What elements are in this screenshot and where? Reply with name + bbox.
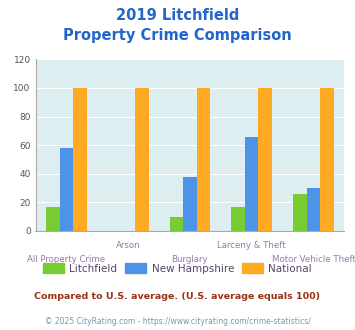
Bar [231,207,245,231]
Text: Property Crime Comparison: Property Crime Comparison [63,28,292,43]
Bar [170,217,183,231]
Text: Larceny & Theft: Larceny & Theft [217,241,286,250]
Bar [197,88,210,231]
Bar [46,207,60,231]
Text: Arson: Arson [116,241,141,250]
Bar [320,88,334,231]
Bar [183,177,197,231]
Text: © 2025 CityRating.com - https://www.cityrating.com/crime-statistics/: © 2025 CityRating.com - https://www.city… [45,317,310,326]
Text: Burglary: Burglary [171,255,208,264]
Text: 2019 Litchfield: 2019 Litchfield [116,8,239,23]
Bar [60,148,73,231]
Legend: Litchfield, New Hampshire, National: Litchfield, New Hampshire, National [39,259,316,278]
Bar [307,188,320,231]
Bar [293,194,307,231]
Bar [245,137,258,231]
Text: All Property Crime: All Property Crime [27,255,105,264]
Bar [135,88,148,231]
Bar [73,88,87,231]
Text: Compared to U.S. average. (U.S. average equals 100): Compared to U.S. average. (U.S. average … [34,292,321,301]
Bar [258,88,272,231]
Text: Motor Vehicle Theft: Motor Vehicle Theft [272,255,355,264]
